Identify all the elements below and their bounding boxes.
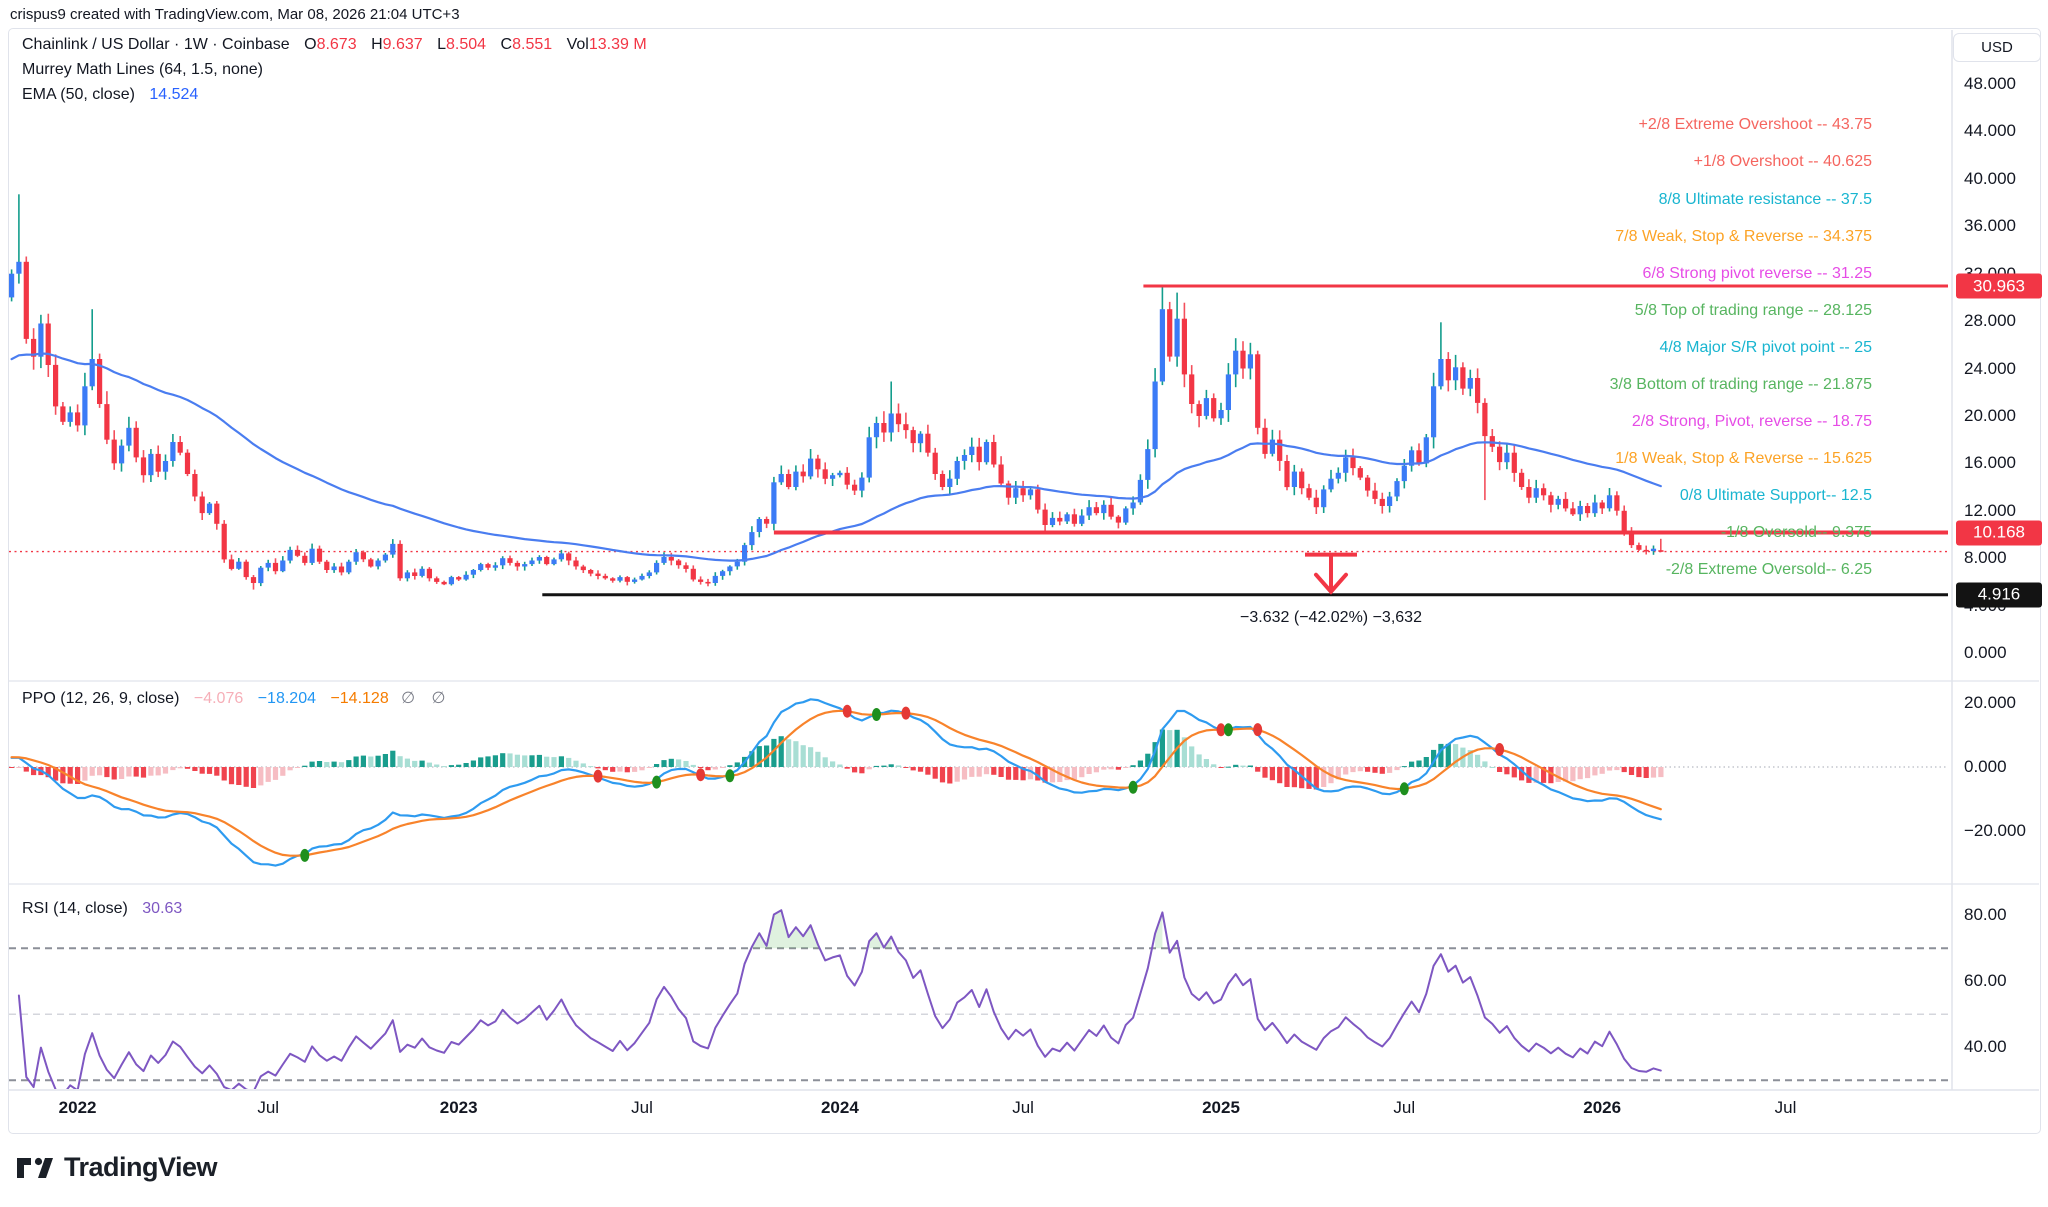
price-tick-48.000: 48.000 <box>1964 74 2016 93</box>
ohlc-high: H9.637 <box>371 36 423 53</box>
main-pane[interactable] <box>9 194 1948 597</box>
tradingview-logo[interactable]: TradingView <box>16 1152 218 1183</box>
price-badge-10.168: 10.168 <box>1956 520 2042 545</box>
price-badge-4.916: 4.916 <box>1956 582 2042 608</box>
murrey-label-3: 7/8 Weak, Stop & Reverse -- 34.375 <box>1615 227 1872 245</box>
rsi-tick-80.00: 80.00 <box>1964 905 2007 925</box>
murrey-label-10: 0/8 Ultimate Support-- 12.5 <box>1679 486 1872 504</box>
time-tick-Jul: Jul <box>1774 1098 1797 1117</box>
murrey-label-12: -2/8 Extreme Oversold-- 6.25 <box>1665 560 1872 578</box>
price-tick-44.000: 44.000 <box>1964 121 2016 141</box>
tradingview-logo-text: TradingView <box>64 1152 218 1182</box>
rsi-tick-60.00: 60.00 <box>1964 971 2007 991</box>
currency-toggle-button[interactable]: USD <box>1953 33 2041 62</box>
ppo-tick-−20.000: −20.000 <box>1964 821 2026 841</box>
ohlc-low: L8.504 <box>437 36 487 53</box>
rsi-pane[interactable] <box>9 909 1948 1095</box>
symbol-row[interactable]: Chainlink / US Dollar · 1W · Coinbase O8… <box>22 36 647 56</box>
credit-line: crispus9 created with TradingView.com, M… <box>10 6 460 23</box>
rsi-legend-row[interactable]: RSI (14, close) 30.63 <box>22 900 182 918</box>
price-tick-0.000: 0.000 <box>1964 643 2007 662</box>
ppo-tick-0.000: 0.000 <box>1964 757 2007 776</box>
murrey-label-11: -1/8 Oversold-- 9.375 <box>1720 523 1872 541</box>
time-tick-2024: 2024 <box>820 1098 859 1117</box>
price-tick-28.000: 28.000 <box>1964 311 2016 331</box>
time-tick-2025: 2025 <box>1202 1098 1240 1117</box>
ema-value: 14.524 <box>149 86 199 103</box>
volume-value: Vol13.39 M <box>566 36 647 53</box>
ohlc-open: O8.673 <box>304 36 357 53</box>
ppo-line-value: −18.204 <box>257 690 316 707</box>
time-tick-Jul: Jul <box>631 1098 653 1117</box>
murrey-label-4: 6/8 Strong pivot reverse -- 31.25 <box>1642 264 1872 282</box>
murrey-label-0: +2/8 Extreme Overshoot -- 43.75 <box>1638 116 1872 134</box>
time-tick-2026: 2026 <box>1583 1098 1622 1117</box>
ema-legend-row[interactable]: EMA (50, close) 14.524 <box>22 86 647 106</box>
ema-label: EMA (50, close) <box>22 86 135 103</box>
price-tick-8.000: 8.000 <box>1964 548 2007 568</box>
time-tick-Jul: Jul <box>257 1098 280 1117</box>
ohlc-close: C8.551 <box>500 36 553 53</box>
murrey-label-9: 1/8 Weak, Stop & Reverse -- 15.625 <box>1615 449 1872 467</box>
symbol-title: Chainlink / US Dollar · 1W · Coinbase <box>22 36 290 53</box>
chart-frame <box>8 28 2041 1134</box>
ppo-pane[interactable] <box>9 698 1948 867</box>
price-tick-24.000: 24.000 <box>1964 358 2016 378</box>
murrey-label-2: 8/8 Ultimate resistance -- 37.5 <box>1658 190 1872 208</box>
price-badge-30.963: 30.963 <box>1956 273 2042 299</box>
ppo-label: PPO (12, 26, 9, close) <box>22 690 180 707</box>
measure-annotation-text: −3.632 (−42.02%) −3,632 <box>1240 608 1422 626</box>
price-tick-16.000: 16.000 <box>1964 453 2016 473</box>
rsi-value: 30.63 <box>142 900 183 917</box>
ppo-tick-20.000: 20.000 <box>1964 692 2016 712</box>
murrey-label-5: 5/8 Top of trading range -- 28.125 <box>1634 301 1872 319</box>
price-tick-20.000: 20.000 <box>1964 405 2016 425</box>
main-legend[interactable]: Chainlink / US Dollar · 1W · Coinbase O8… <box>22 36 647 111</box>
murrey-label-7: 3/8 Bottom of trading range -- 21.875 <box>1609 375 1872 393</box>
time-tick-2023: 2023 <box>439 1098 478 1117</box>
time-tick-Jul: Jul <box>1012 1098 1034 1117</box>
price-tick-12.000: 12.000 <box>1964 500 2016 520</box>
price-tick-40.000: 40.000 <box>1964 168 2016 188</box>
rsi-label: RSI (14, close) <box>22 900 128 917</box>
ppo-empty-icons: ∅ ∅ <box>401 690 452 707</box>
time-tick-Jul: Jul <box>1393 1098 1416 1117</box>
mml-legend-row[interactable]: Murrey Math Lines (64, 1.5, none) <box>22 61 647 81</box>
murrey-label-6: 4/8 Major S/R pivot point -- 25 <box>1659 338 1872 356</box>
time-tick-2022: 2022 <box>58 1098 97 1117</box>
ppo-signal-value: −14.128 <box>330 690 389 707</box>
tradingview-logo-icon <box>17 1157 53 1178</box>
mml-label: Murrey Math Lines (64, 1.5, none) <box>22 61 264 78</box>
ppo-legend-row[interactable]: PPO (12, 26, 9, close) −4.076 −18.204 −1… <box>22 688 452 708</box>
murrey-label-8: 2/8 Strong, Pivot, reverse -- 18.75 <box>1631 412 1872 430</box>
price-tick-36.000: 36.000 <box>1964 216 2016 236</box>
murrey-label-1: +1/8 Overshoot -- 40.625 <box>1693 153 1872 171</box>
rsi-tick-40.00: 40.00 <box>1964 1037 2007 1057</box>
ppo-hist-value: −4.076 <box>193 690 244 707</box>
